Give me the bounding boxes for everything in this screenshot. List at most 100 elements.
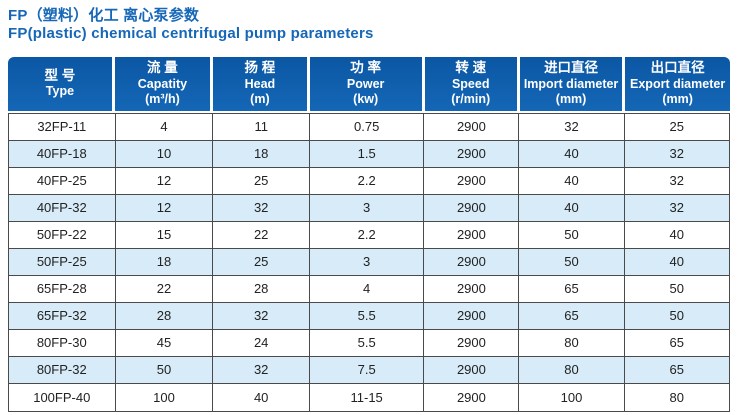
table-cell: 4 (115, 113, 214, 141)
column-header-unit: (mm) (555, 92, 587, 107)
column-header-english: Import diameter (523, 76, 619, 91)
table-cell: 40 (213, 383, 310, 411)
table-cell: 2900 (424, 248, 520, 276)
table-row: 80FP-32 50 32 7.5 2900 80 65 (9, 356, 729, 384)
column-header-english: Type (45, 84, 75, 99)
table-cell: 11-15 (310, 383, 425, 411)
column-header-chinese: 出口直径 (650, 60, 705, 76)
column-header-chinese: 型 号 (44, 68, 76, 84)
table-row: 80FP-30 45 24 5.5 2900 80 65 (9, 329, 729, 357)
column-header-unit: (m³/h) (145, 92, 180, 107)
table-cell: 2900 (424, 383, 520, 411)
table-cell: 2900 (424, 167, 520, 195)
table-row: 65FP-28 22 28 4 2900 65 50 (9, 275, 729, 303)
table-cell: 32 (213, 356, 310, 384)
column-header-chinese: 进口直径 (544, 60, 599, 76)
table-cell: 24 (213, 329, 310, 357)
table-cell: 3 (309, 248, 425, 276)
table-cell: 40 (624, 222, 729, 249)
column-header: 型 号 Type (8, 56, 115, 111)
table-row: 65FP-32 28 32 5.5 2900 65 50 (9, 302, 729, 330)
table-cell: 65FP-28 (9, 275, 116, 303)
table-row: 50FP-25 18 25 3 2900 50 40 (9, 248, 729, 276)
table-cell: 18 (213, 140, 310, 168)
table-cell: 50 (115, 356, 214, 384)
table-cell: 12 (115, 194, 214, 222)
table-cell: 32 (624, 141, 729, 168)
table-cell: 65 (624, 330, 729, 357)
table-cell: 2.2 (309, 221, 425, 249)
table-cell: 28 (213, 275, 310, 303)
table-cell: 25 (213, 167, 310, 195)
table-cell: 50FP-25 (9, 248, 116, 276)
table-cell: 1.5 (309, 140, 425, 168)
table-cell: 50 (624, 276, 729, 303)
table-cell: 40FP-32 (9, 194, 116, 222)
table-row: 40FP-32 12 32 3 2900 40 32 (9, 194, 729, 222)
table-cell: 4 (309, 275, 425, 303)
table-cell: 65 (519, 302, 625, 330)
column-header: 转 速 Speed (r/min) (424, 56, 520, 111)
table-cell: 32 (519, 113, 625, 141)
table-row: 50FP-22 15 22 2.2 2900 50 40 (9, 221, 729, 249)
table-cell: 80 (519, 356, 625, 384)
table-cell: 40FP-18 (9, 140, 116, 168)
column-header: 出口直径 Export diameter (mm) (625, 56, 730, 111)
table-cell: 100 (116, 383, 214, 411)
table-header-row: 型 号 Type 流 量 Capatity (m³/h) 扬 程 Head (m… (8, 56, 730, 111)
column-header-chinese: 功 率 (350, 60, 382, 76)
table-cell: 50FP-22 (9, 221, 116, 249)
table-cell: 2900 (424, 194, 520, 222)
page-title-chinese: FP（塑料）化工 离心泵参数 (8, 7, 200, 24)
table-cell: 32FP-11 (9, 113, 116, 141)
table-cell: 25 (213, 248, 310, 276)
page-title-english: FP(plastic) chemical centrifugal pump pa… (8, 25, 374, 43)
table-cell: 32 (213, 194, 310, 222)
table-cell: 65 (624, 357, 729, 384)
table-cell: 11 (213, 113, 310, 141)
table-cell: 40 (519, 194, 625, 222)
table-cell: 40 (519, 167, 625, 195)
table-row: 40FP-18 10 18 1.5 2900 40 32 (9, 140, 729, 168)
table-cell: 100 (519, 383, 625, 411)
table-cell: 2900 (424, 302, 520, 330)
table-cell: 10 (115, 140, 214, 168)
table-cell: 5.5 (309, 302, 425, 330)
page-titles: FP（塑料）化工 离心泵参数 FP(plastic) chemical cent… (8, 7, 730, 44)
column-header-chinese: 转 速 (455, 60, 487, 76)
table-cell: 50 (519, 248, 625, 276)
column-header-unit: (r/min) (451, 92, 491, 107)
table-row: 40FP-25 12 25 2.2 2900 40 32 (9, 167, 729, 195)
table-cell: 32 (213, 302, 310, 330)
table-cell: 0.75 (309, 113, 425, 141)
pump-parameters-table: 型 号 Type 流 量 Capatity (m³/h) 扬 程 Head (m… (8, 56, 730, 412)
table-cell: 80 (519, 329, 625, 357)
table-cell: 2900 (424, 275, 520, 303)
table-cell: 5.5 (309, 329, 425, 357)
table-cell: 12 (115, 167, 214, 195)
table-cell: 40 (519, 140, 625, 168)
table-cell: 40FP-25 (9, 167, 116, 195)
table-cell: 2900 (424, 140, 520, 168)
table-cell: 15 (115, 221, 214, 249)
table-cell: 100FP-40 (9, 383, 116, 411)
table-cell: 2900 (424, 113, 520, 141)
table-cell: 80FP-32 (9, 356, 116, 384)
table-cell: 80 (669, 389, 684, 405)
column-header-chinese: 流 量 (147, 60, 178, 76)
column-header: 功 率 Power (kw) (309, 56, 425, 111)
column-header-english: Export diameter (630, 76, 726, 91)
table-cell: 45 (115, 329, 214, 357)
column-header-english: Speed (451, 76, 490, 91)
column-header-english: Capatity (137, 76, 188, 91)
column-header-chinese: 扬 程 (244, 60, 276, 76)
table-cell: 28 (115, 302, 214, 330)
column-header-unit: (mm) (662, 92, 693, 107)
table-cell: 7.5 (309, 356, 425, 384)
table-cell: 18 (115, 248, 214, 276)
table-cell: 2900 (424, 356, 520, 384)
table-cell: 65FP-32 (9, 302, 116, 330)
table-body: 32FP-11 4 11 0.75 2900 32 25 40FP-18 10 18 1.5 2900… (8, 112, 730, 412)
table-cell: 2900 (424, 329, 520, 357)
